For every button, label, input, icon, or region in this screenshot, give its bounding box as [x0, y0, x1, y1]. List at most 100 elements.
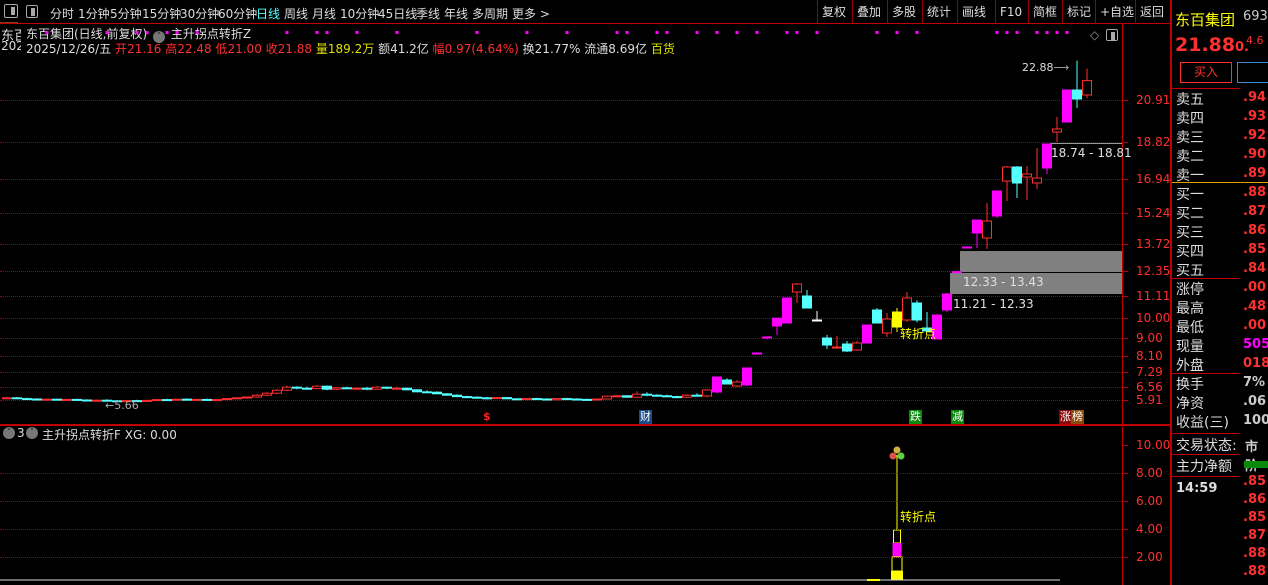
- order-book-price[interactable]: .93: [1243, 109, 1267, 124]
- toolbar-button[interactable]: F10: [995, 0, 1026, 24]
- candle[interactable]: [122, 400, 132, 403]
- sub-indicator-name[interactable]: 主升拐点转折F: [42, 428, 121, 442]
- candle[interactable]: [632, 391, 642, 398]
- candle[interactable]: [972, 219, 982, 249]
- candle[interactable]: [1052, 117, 1062, 142]
- finance-marker[interactable]: 财: [639, 410, 652, 424]
- candle[interactable]: [472, 396, 482, 399]
- candle[interactable]: [1062, 89, 1072, 123]
- candle[interactable]: [62, 398, 72, 401]
- candle[interactable]: [1002, 166, 1012, 201]
- candle[interactable]: [242, 396, 252, 399]
- period-tab[interactable]: 分时: [50, 7, 75, 21]
- candle[interactable]: [452, 394, 462, 398]
- period-tab[interactable]: 45日线: [378, 7, 418, 21]
- candle[interactable]: [892, 308, 902, 332]
- period-tab[interactable]: 1分钟: [78, 7, 110, 21]
- period-tab[interactable]: 60分钟: [218, 7, 258, 21]
- candle[interactable]: [672, 395, 682, 399]
- candle[interactable]: [272, 389, 282, 395]
- candle[interactable]: [172, 398, 182, 401]
- candle[interactable]: [2, 397, 12, 400]
- period-tab[interactable]: 30分钟: [180, 7, 220, 21]
- candle[interactable]: [802, 290, 812, 309]
- candle[interactable]: [442, 393, 452, 396]
- candle[interactable]: [152, 399, 162, 402]
- candle[interactable]: [142, 399, 152, 402]
- period-tab[interactable]: 月线: [312, 7, 337, 21]
- candle[interactable]: [912, 300, 922, 323]
- order-book-price[interactable]: .88: [1243, 185, 1267, 200]
- candle[interactable]: [882, 313, 892, 337]
- candle[interactable]: [102, 399, 112, 402]
- candle[interactable]: [982, 203, 992, 249]
- candle[interactable]: [132, 399, 142, 403]
- candle[interactable]: [652, 394, 662, 397]
- candle[interactable]: [42, 398, 52, 401]
- order-book-price[interactable]: .89: [1243, 166, 1267, 181]
- candle[interactable]: [282, 385, 292, 392]
- pane-menu-icon[interactable]: ˅: [3, 427, 15, 439]
- toolbar-button[interactable]: 复权: [817, 0, 850, 24]
- candle[interactable]: [522, 398, 532, 401]
- period-tab[interactable]: 周线: [284, 7, 309, 21]
- toolbar-button[interactable]: +自选: [1095, 0, 1138, 24]
- indicator-name[interactable]: 主升拐点转折Z: [170, 27, 252, 41]
- candle[interactable]: [542, 398, 552, 401]
- candle[interactable]: [662, 394, 672, 398]
- candle[interactable]: [112, 400, 122, 403]
- candle[interactable]: [372, 385, 382, 390]
- order-book-price[interactable]: .86: [1243, 223, 1267, 238]
- candle[interactable]: [1082, 68, 1092, 99]
- candle[interactable]: [192, 398, 202, 401]
- indicator-dropdown-icon[interactable]: ˅: [153, 31, 166, 43]
- candle[interactable]: [402, 387, 412, 391]
- candle[interactable]: [32, 398, 42, 401]
- dividend-marker[interactable]: $: [483, 410, 491, 423]
- period-tab[interactable]: 季线: [416, 7, 441, 21]
- candle[interactable]: [902, 292, 912, 322]
- candle[interactable]: [502, 397, 512, 400]
- candle[interactable]: [362, 387, 372, 391]
- candle[interactable]: [222, 398, 232, 401]
- candle[interactable]: [602, 395, 612, 400]
- candle[interactable]: [952, 271, 962, 274]
- candle[interactable]: [182, 398, 192, 401]
- toolbar-button[interactable]: 返回: [1135, 0, 1168, 24]
- toolbar-button[interactable]: 简框: [1028, 0, 1061, 24]
- candle[interactable]: [592, 398, 602, 401]
- toolbar-button[interactable]: 标记: [1062, 0, 1095, 24]
- candle[interactable]: [862, 324, 872, 344]
- toolbar-button[interactable]: 画线: [957, 0, 990, 24]
- candle[interactable]: [552, 398, 562, 401]
- period-tab[interactable]: 日线: [256, 7, 281, 21]
- candle[interactable]: [782, 297, 792, 324]
- candle[interactable]: [22, 397, 32, 401]
- candle[interactable]: [312, 385, 322, 390]
- candle[interactable]: [202, 398, 212, 401]
- candle[interactable]: [942, 293, 952, 312]
- candle[interactable]: [162, 398, 172, 402]
- candle[interactable]: [772, 317, 782, 335]
- order-book-price[interactable]: .87: [1243, 204, 1267, 219]
- candle[interactable]: [52, 398, 62, 401]
- panel-toggle-icon[interactable]: [4, 4, 18, 18]
- candle[interactable]: [1042, 143, 1052, 174]
- candle[interactable]: [572, 398, 582, 401]
- candle[interactable]: [92, 399, 102, 402]
- candle[interactable]: [1032, 148, 1042, 189]
- candle[interactable]: [512, 398, 522, 401]
- buy-button[interactable]: 买入: [1180, 62, 1232, 83]
- period-tab[interactable]: 多周期: [472, 7, 509, 21]
- candle[interactable]: [212, 399, 222, 402]
- candle[interactable]: [612, 395, 622, 398]
- order-book-price[interactable]: .84: [1243, 261, 1267, 276]
- candle[interactable]: [822, 335, 832, 349]
- toolbar-button[interactable]: 统计: [922, 0, 955, 24]
- candle[interactable]: [12, 397, 22, 400]
- period-tab[interactable]: 5分钟: [110, 7, 142, 21]
- candle[interactable]: [712, 376, 722, 394]
- candle[interactable]: [262, 392, 272, 397]
- toolbar-button[interactable]: 多股: [887, 0, 920, 24]
- period-tab[interactable]: 年线: [444, 7, 469, 21]
